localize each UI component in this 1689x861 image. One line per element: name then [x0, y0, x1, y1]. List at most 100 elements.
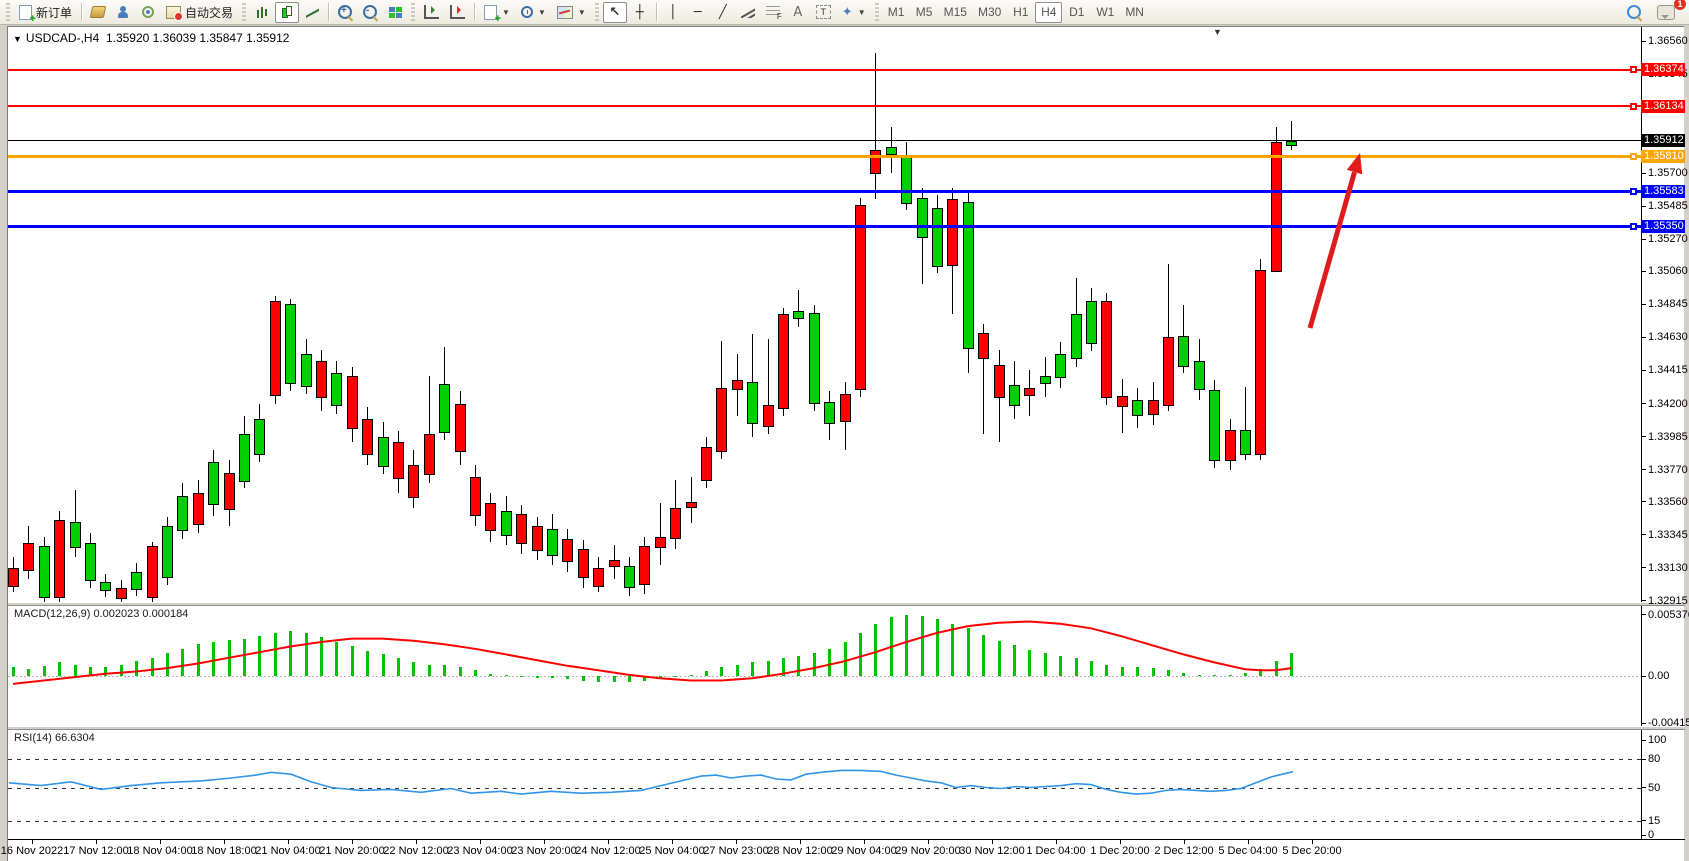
crosshair-button[interactable]: ┼ [628, 2, 652, 23]
channel-button[interactable] [736, 2, 760, 23]
macd-histogram-bar [320, 637, 323, 676]
line-chart-button[interactable] [300, 2, 324, 23]
price-tick-label: 1.33130 [1648, 561, 1688, 574]
auto-scroll-button[interactable] [419, 2, 444, 23]
resistance-line-lower[interactable] [8, 105, 1641, 108]
candle-body [1086, 300, 1097, 345]
tf-button-M30[interactable]: M30 [973, 2, 1006, 23]
candle-wick [983, 323, 985, 435]
candle-body [85, 543, 96, 581]
tf-button-H4[interactable]: H4 [1035, 1, 1063, 23]
time-tick [544, 840, 545, 844]
price-tick [1641, 369, 1646, 371]
bar-chart-button[interactable] [250, 2, 274, 23]
tf-button-D1[interactable]: D1 [1063, 2, 1090, 23]
macd-histogram-bar [812, 653, 816, 676]
support-line-upper[interactable] [8, 189, 1641, 193]
candle-body [731, 380, 743, 391]
chart-shift-marker-icon[interactable]: ▼ [1213, 27, 1222, 37]
pivot-line-handle[interactable] [1630, 152, 1637, 160]
tf-button-H1[interactable]: H1 [1007, 2, 1034, 23]
price-badge: 1.35583 [1641, 184, 1685, 198]
time-axis-label: 30 Nov 12:00 [959, 845, 1025, 857]
autotrading-button[interactable]: 自动交易 [161, 2, 238, 23]
macd-histogram-bar [1090, 661, 1093, 676]
search-button[interactable] [1622, 2, 1646, 23]
candle-body [285, 303, 297, 384]
arrows-tool-button[interactable]: ✦ ▼ [837, 2, 871, 23]
channel-icon [741, 6, 755, 18]
macd-histogram-bar [135, 661, 139, 676]
panel-separator[interactable] [8, 602, 1685, 606]
zoom-in-button[interactable]: + [333, 2, 357, 23]
tf-button-W1[interactable]: W1 [1091, 2, 1119, 23]
candle-body [932, 208, 943, 268]
horizontal-line-button[interactable]: ─ [686, 2, 710, 23]
support-line-upper-handle[interactable] [1630, 187, 1637, 195]
toolbar-grip[interactable] [6, 3, 10, 21]
text-button[interactable]: A [786, 2, 810, 23]
time-axis-label: 18 Nov 04:00 [127, 845, 193, 857]
macd-histogram-bar [535, 676, 539, 679]
support-line-lower-handle[interactable] [1630, 223, 1637, 231]
text-label-button[interactable]: T [811, 2, 836, 23]
candle-wick [659, 503, 661, 565]
pivot-line[interactable] [8, 154, 1641, 158]
history-icon [89, 6, 107, 18]
chart-menu-arrow-icon[interactable]: ▼ [13, 34, 22, 44]
panel-separator[interactable] [8, 726, 1685, 730]
new-chart-button[interactable]: + ▼ [479, 2, 515, 24]
indicators-button[interactable]: ▼ [552, 2, 591, 23]
separator [328, 3, 330, 21]
trendline-button[interactable]: ╱ [711, 2, 735, 23]
zoom-out-button[interactable]: - [358, 2, 382, 23]
candle-body [1193, 360, 1205, 391]
community-icon [117, 6, 129, 18]
signal-icon [142, 6, 155, 18]
macd-tick [1641, 675, 1646, 677]
cursor-button[interactable]: ↖ [602, 1, 627, 23]
tf-button-M1[interactable]: M1 [883, 2, 910, 23]
candle-body [654, 537, 666, 549]
macd-histogram-bar [1290, 653, 1294, 676]
resistance-line-upper[interactable] [8, 68, 1641, 71]
chart-window[interactable]: ▼ USDCAD-,H4 1.35920 1.36039 1.35847 1.35… [1, 26, 1689, 861]
time-tick [224, 840, 225, 844]
fibonacci-button[interactable] [761, 2, 785, 23]
toolbar-grip[interactable] [411, 3, 416, 21]
macd-histogram-bar [1043, 653, 1047, 676]
toolbar-grip[interactable] [594, 3, 599, 21]
toolbar-grip[interactable] [874, 3, 879, 21]
toolbar-grip[interactable] [242, 3, 247, 21]
history-button[interactable] [86, 2, 110, 23]
support-line-lower[interactable] [8, 225, 1641, 229]
candlestick-chart-button[interactable] [275, 1, 300, 23]
resistance-line-upper-handle[interactable] [1630, 66, 1637, 74]
annotation-arrow-shaft[interactable] [1307, 171, 1357, 329]
macd-histogram-bar [843, 641, 847, 676]
zoom-in-icon: + [338, 5, 353, 19]
signals-button[interactable] [136, 2, 160, 23]
chart-shift-button[interactable] [445, 2, 470, 23]
notifications-button[interactable]: 1 [1652, 0, 1686, 23]
candle-body [1163, 337, 1174, 406]
macd-histogram-bar [443, 664, 447, 676]
time-axis-label: 23 Nov 20:00 [511, 845, 577, 857]
community-button[interactable] [111, 2, 135, 23]
macd-histogram-bar [1228, 674, 1232, 676]
bid-price-line[interactable] [8, 140, 1641, 142]
tf-button-M15[interactable]: M15 [939, 2, 972, 23]
price-tick-label: 1.35700 [1648, 167, 1688, 180]
candle-body [454, 403, 466, 452]
tf-button-MN[interactable]: MN [1120, 2, 1149, 23]
new-order-button[interactable]: + 新订单 [14, 2, 77, 24]
candle-body [747, 382, 759, 424]
period-button[interactable]: ▼ [516, 2, 551, 23]
macd-histogram-bar [196, 644, 200, 676]
tf-button-M5[interactable]: M5 [911, 2, 938, 23]
resistance-line-lower-handle[interactable] [1630, 102, 1637, 110]
tile-windows-button[interactable] [383, 2, 407, 23]
price-tick-label: 1.35270 [1648, 233, 1688, 246]
vertical-line-button[interactable]: │ [661, 2, 685, 23]
